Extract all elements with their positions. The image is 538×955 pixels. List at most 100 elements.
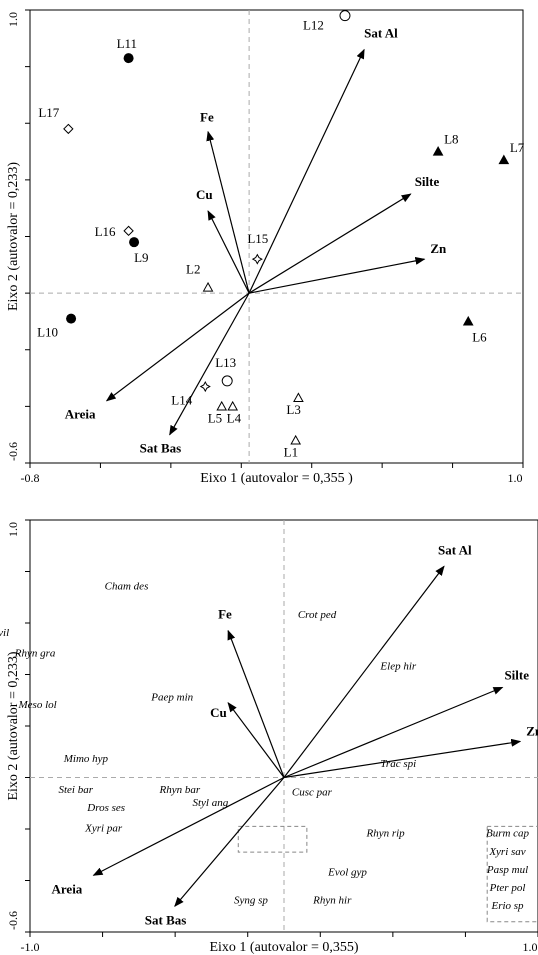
- vector-arrow-sat-bas: [169, 292, 250, 436]
- species-label-syng-sp: Syng sp: [234, 895, 268, 907]
- y-tick-label-min: -0.6: [6, 911, 20, 930]
- site-biplot: -0.8 1.0 1.0 -0.6 Eixo 1 (autovalor = 0,355 …: [6, 9, 525, 486]
- vector-arrow-fe: [206, 130, 250, 294]
- site-marker-l14: [199, 381, 211, 393]
- vector-arrow-cu: [207, 210, 250, 294]
- x-tick-label-min: -0.8: [21, 471, 40, 485]
- species-label-meso-lol: Meso lol: [18, 699, 57, 711]
- species-label-cham-des: Cham des: [105, 581, 149, 593]
- site-marker-l16: [123, 225, 134, 237]
- vector-label-zn: Zn: [430, 241, 447, 256]
- vector-arrow-zn: [283, 738, 522, 779]
- species-label-evol-gyp: Evol gyp: [327, 866, 367, 878]
- species-label-xyri-par: Xyri par: [84, 823, 123, 835]
- species-label-mimo-hyp: Mimo hyp: [63, 753, 109, 765]
- vector-arrow-sat-al: [248, 48, 365, 294]
- x-axis-title: Eixo 1 (autovalor = 0,355 ): [200, 471, 353, 486]
- y-tick-label-min: -0.6: [6, 442, 20, 461]
- species-label-rhyn-rip: Rhyn rip: [365, 828, 405, 840]
- species-biplot: -1.0 1.0 1.0 -0.6 Eixo 1 (autovalor = 0,355)…: [0, 519, 538, 955]
- site-marker-l1: [290, 434, 302, 445]
- species-label-sacc-vil: Sacc vil: [0, 627, 9, 639]
- site-marker-l17: [63, 123, 74, 135]
- site-label-l9: L9: [134, 250, 148, 265]
- site-label-l8: L8: [444, 132, 458, 147]
- vector-label-zn: Zn: [526, 723, 538, 738]
- site-label-l12: L12: [303, 18, 324, 33]
- y-axis-title: Eixo 2 (autovalor = 0,233): [6, 651, 21, 800]
- species-label-rhyn-hir: Rhyn hir: [312, 895, 352, 907]
- species-label-erio-sp: Erio sp: [490, 900, 524, 912]
- species-label-rhyn-bar: Rhyn bar: [159, 784, 201, 796]
- species-label-trac-spi: Trac spi: [380, 758, 416, 770]
- y-tick-label-max: 1.0: [6, 12, 20, 27]
- species-label-pasp-mul: Pasp mul: [486, 864, 528, 876]
- vector-arrow-sat-bas: [174, 777, 285, 908]
- species-label-burm-cap: Burm cap: [486, 828, 530, 840]
- group-box: [486, 825, 538, 923]
- vector-label-fe: Fe: [218, 607, 232, 622]
- site-label-l14: L14: [171, 393, 192, 408]
- vector-arrow-fe: [227, 629, 285, 778]
- species-label-crot-ped: Crot ped: [298, 609, 337, 621]
- x-tick-label-min: -1.0: [21, 940, 40, 954]
- vector-label-cu: Cu: [196, 187, 213, 202]
- y-tick-label-max: 1.0: [6, 522, 20, 537]
- vector-label-silte: Silte: [504, 667, 529, 682]
- site-label-l15: L15: [247, 231, 268, 246]
- site-label-l2: L2: [186, 261, 200, 276]
- species-label-paep-min: Paep min: [150, 691, 193, 703]
- site-label-l5: L5: [208, 410, 222, 425]
- vector-label-fe: Fe: [200, 110, 214, 125]
- vector-label-areia: Areia: [52, 881, 83, 896]
- site-marker-l11: [123, 53, 134, 64]
- vector-label-sat-bas: Sat Bas: [140, 441, 182, 456]
- site-label-l16: L16: [95, 224, 116, 239]
- site-marker-l8: [432, 146, 444, 156]
- species-label-dros-ses: Dros ses: [86, 802, 125, 814]
- species-label-stei-bar: Stei bar: [58, 784, 93, 796]
- site-label-l3: L3: [286, 402, 300, 417]
- vector-arrow-sat-al: [283, 565, 445, 778]
- vector-arrow-cu: [227, 702, 285, 778]
- site-marker-l9: [129, 237, 140, 248]
- site-marker-l15: [251, 253, 263, 265]
- vector-label-cu: Cu: [210, 705, 227, 720]
- site-label-l4: L4: [227, 410, 242, 425]
- species-label-styl-ang: Styl ang: [192, 797, 228, 809]
- site-label-l11: L11: [117, 36, 137, 51]
- site-marker-l3: [293, 392, 304, 402]
- vector-arrow-areia: [105, 292, 250, 402]
- vector-label-areia: Areia: [65, 407, 96, 422]
- site-marker-l7: [498, 154, 510, 165]
- vector-arrow-areia: [92, 776, 285, 876]
- vector-arrow-silte: [283, 686, 504, 779]
- species-label-rhyn-gra: Rhyn gra: [14, 647, 56, 659]
- site-label-l13: L13: [215, 355, 236, 370]
- x-tick-label-max: 1.0: [508, 471, 523, 485]
- site-marker-l4: [227, 400, 239, 411]
- site-marker-l6: [462, 315, 474, 326]
- site-marker-l12: [339, 10, 351, 22]
- vector-label-silte: Silte: [415, 174, 440, 189]
- vector-label-sat-al: Sat Al: [438, 542, 472, 557]
- site-marker-l13: [221, 375, 233, 387]
- site-label-l17: L17: [38, 105, 59, 120]
- site-marker-l2: [202, 281, 214, 292]
- species-label-cusc-par: Cusc par: [292, 787, 333, 799]
- x-tick-label-max: 1.0: [523, 940, 538, 954]
- y-axis-title: Eixo 2 (autovalor = 0,233): [6, 162, 21, 311]
- x-axis-title: Eixo 1 (autovalor = 0,355): [209, 940, 358, 955]
- vector-label-sat-al: Sat Al: [364, 26, 398, 41]
- site-label-l1: L1: [284, 444, 298, 459]
- site-label-l6: L6: [472, 329, 487, 344]
- species-label-pter-pol: Pter pol: [489, 882, 526, 894]
- vector-arrow-zn: [248, 256, 426, 294]
- site-marker-l5: [216, 400, 228, 411]
- group-box: [237, 825, 308, 853]
- vector-label-sat-bas: Sat Bas: [145, 912, 187, 927]
- site-marker-l10: [66, 313, 77, 324]
- vector-arrow-silte: [248, 193, 412, 294]
- site-label-l7: L7: [510, 140, 525, 155]
